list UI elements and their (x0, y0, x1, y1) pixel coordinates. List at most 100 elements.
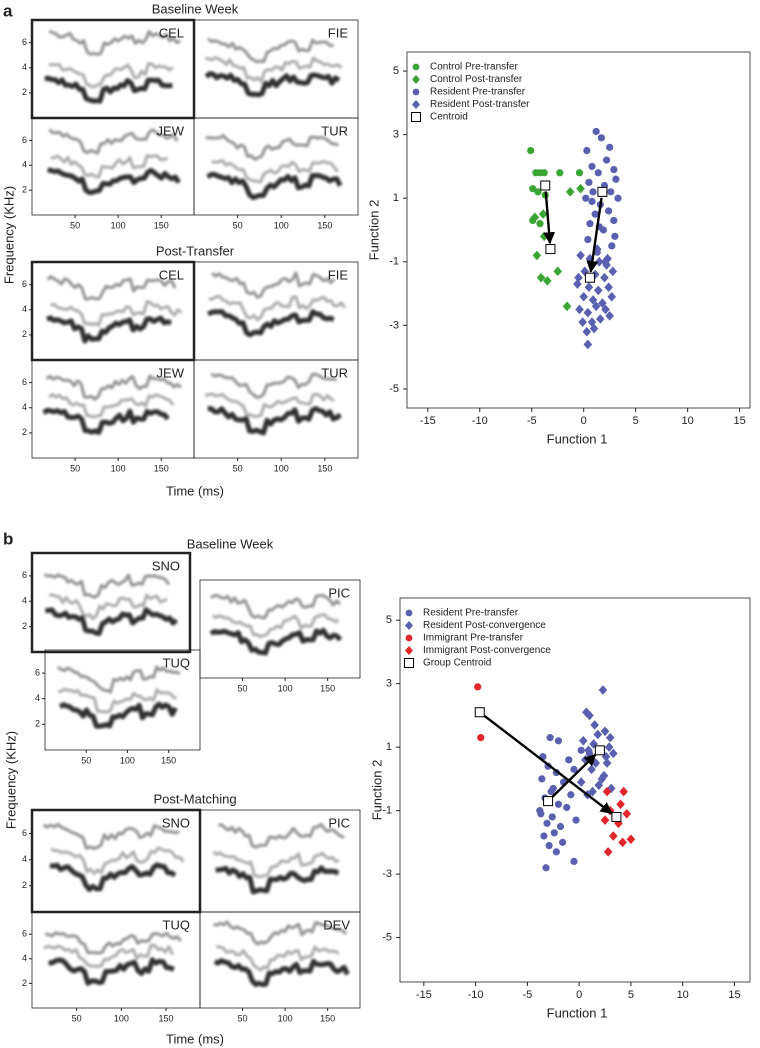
y-tick-label: 6 (22, 929, 27, 939)
y-tick-label: -5 (389, 383, 399, 395)
spectrogram (199, 809, 361, 913)
spectral-trace (213, 958, 350, 987)
point (616, 799, 625, 810)
group-title: Baseline Week (152, 1, 239, 16)
tile-label: FIE (328, 267, 349, 282)
point (605, 311, 614, 321)
point (534, 188, 542, 196)
y-tick-label: -3 (389, 319, 399, 331)
tile-border (30, 551, 192, 654)
spectrogram (193, 19, 359, 119)
spectrogram (199, 579, 361, 679)
point (611, 232, 619, 240)
point (536, 220, 544, 228)
point (565, 187, 575, 197)
y-tick-label: 4 (22, 62, 27, 72)
spectral-trace (211, 271, 336, 299)
point (543, 276, 552, 286)
point (536, 272, 546, 283)
spectrogram (31, 911, 201, 1009)
point (550, 829, 558, 837)
tile-label: TUQ (163, 655, 190, 670)
point (576, 250, 585, 261)
point (584, 235, 592, 244)
spectral-trace (205, 56, 343, 83)
plot-frame (399, 597, 751, 983)
point (572, 816, 580, 824)
y-tick-label: 6 (22, 135, 27, 145)
x-tick-label: -15 (416, 989, 432, 1001)
y-tick-label: 2 (22, 978, 27, 988)
legend-label: Immigrant Pre-transfer (423, 633, 524, 644)
point (618, 837, 627, 848)
spectral-trace (205, 134, 339, 161)
point (588, 162, 596, 171)
y-tick-label: 4 (22, 160, 27, 170)
spectral-trace (43, 573, 171, 599)
y-tick-label: 6 (22, 828, 27, 838)
point (563, 803, 571, 812)
spectral-trace (48, 393, 175, 419)
y-tick-label: 1 (393, 192, 399, 204)
point (598, 298, 607, 308)
point (558, 838, 567, 846)
y-tick-label: 2 (22, 880, 27, 890)
point (597, 134, 605, 142)
spectrogram (44, 649, 201, 751)
point (562, 301, 572, 312)
tile-label: CEL (159, 267, 184, 282)
point (530, 212, 540, 223)
spectrogram (199, 911, 361, 1009)
point (527, 146, 535, 155)
x-tick-label: 100 (274, 463, 289, 473)
spectral-trace (48, 29, 181, 56)
point (602, 758, 612, 768)
point (596, 314, 605, 324)
y-tick-label: 4 (22, 854, 27, 864)
point (554, 737, 563, 745)
spectral-trace (213, 920, 348, 946)
point (545, 244, 556, 255)
group-title: Post-Matching (153, 791, 236, 806)
x-tick-label: -5 (527, 415, 537, 427)
x-tick-label: 150 (317, 463, 332, 473)
spectral-trace (50, 154, 169, 179)
point (610, 166, 618, 174)
x-axis-label: Time (ms) (166, 1031, 224, 1046)
point (583, 146, 591, 155)
y-tick-label: -1 (389, 256, 399, 268)
x-tick-label: 100 (274, 220, 289, 230)
point (546, 734, 554, 742)
point (594, 780, 604, 791)
y-tick-label: 2 (22, 427, 27, 437)
point (594, 256, 604, 267)
spectral-trace (50, 846, 185, 875)
point (626, 834, 636, 844)
x-tick-label: 0 (576, 989, 582, 1001)
point (584, 745, 593, 756)
y-tick-label: 1 (386, 741, 392, 753)
x-tick-label: -10 (468, 989, 484, 1001)
spectral-trace (47, 167, 181, 195)
spectral-trace (206, 172, 343, 201)
point (609, 748, 618, 759)
x-tick-label: 150 (154, 220, 169, 230)
spectral-trace (218, 822, 345, 849)
tile-border (199, 579, 361, 679)
y-tick-label: -1 (382, 805, 392, 817)
spectrogram (31, 117, 195, 216)
y-axis-label: Function 2 (366, 200, 381, 261)
y-axis-label: Function 2 (369, 760, 384, 821)
spectral-trace (48, 957, 175, 986)
point (585, 178, 593, 186)
x-tick-label: 50 (72, 1013, 82, 1023)
x-tick-label: 0 (581, 415, 587, 427)
x-tick-label: 50 (238, 683, 248, 693)
point (553, 266, 563, 277)
y-tick-label: -5 (382, 931, 392, 943)
legend-marker (412, 88, 420, 96)
y-tick-label: 2 (22, 621, 27, 631)
point (579, 291, 588, 302)
spectral-trace (44, 75, 173, 104)
spectral-trace (45, 374, 182, 401)
